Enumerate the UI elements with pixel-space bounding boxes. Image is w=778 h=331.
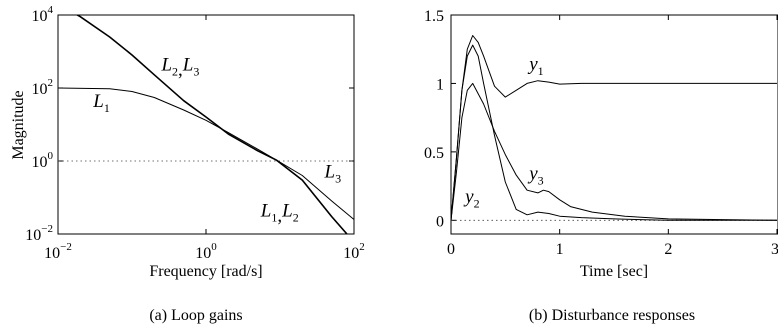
panel-b-series-y3 <box>451 82 778 221</box>
panel-a-caption: (a) Loop gains <box>149 307 242 324</box>
panel-b: 0 1 2 3 0 0.5 1 1.5 y1 y3 y2 Time [sec] (b) Distu… <box>424 8 778 324</box>
panel-a-ytick-label: 100 <box>32 150 54 171</box>
panel-b-xtick-label: 3 <box>771 241 778 258</box>
panel-a-ylabel: Magnitude <box>10 90 27 159</box>
panel-b-curve-label: y3 <box>527 163 543 187</box>
panel-a-curve-label: L1 <box>92 91 110 115</box>
panel-a-curve-label: L2,L3 <box>160 55 199 81</box>
panel-b-curve-label: y2 <box>463 187 479 211</box>
panel-a-series-L3 <box>276 159 354 220</box>
panel-a-ticks <box>57 14 355 235</box>
panel-b-caption: (b) Disturbance responses <box>529 307 695 324</box>
panel-a-tick-labels: 10−2 100 102 10−2 100 102 104 <box>25 4 364 262</box>
panel-a-ytick-label: 10−2 <box>25 223 53 244</box>
panel-b-ytick-label: 0 <box>436 213 444 230</box>
panel-a-curve-label: L3 <box>324 162 342 186</box>
panel-b-xtick-label: 1 <box>556 241 564 258</box>
panel-a-xlabel: Frequency [rad/s] <box>149 263 262 280</box>
panel-a-xtick-label: 102 <box>343 241 365 262</box>
panel-b-ytick-label: 0.5 <box>424 145 444 162</box>
panel-b-curve-label: y1 <box>527 54 543 78</box>
panel-b-ytick-label: 1 <box>436 76 444 93</box>
panel-b-tick-labels: 0 1 2 3 0 0.5 1 1.5 <box>424 8 778 258</box>
panel-b-ticks <box>450 14 778 234</box>
panel-b-series-y1 <box>451 35 777 221</box>
panel-a-series-L2-L3 <box>75 15 348 234</box>
panel-a-xtick-label: 100 <box>195 241 217 262</box>
panel-a-xtick-label: 10−2 <box>44 241 72 262</box>
panel-a: 10−2 100 102 10−2 100 102 104 L2,L3 L1 L3 L1,L2 F… <box>10 4 365 324</box>
panel-a-ytick-label: 102 <box>32 77 54 98</box>
panel-b-ytick-label: 1.5 <box>424 8 444 25</box>
panel-a-curve-labels: L2,L3 L1 L3 L1,L2 <box>92 55 341 227</box>
panel-b-curve-labels: y1 y3 y2 <box>463 54 544 211</box>
panel-b-frame <box>450 14 778 235</box>
panel-a-frame <box>57 14 355 235</box>
panel-b-series-y2 <box>451 44 777 221</box>
panel-b-xtick-label: 0 <box>447 241 455 258</box>
panel-b-xlabel: Time [sec] <box>580 263 648 280</box>
panel-a-ytick-label: 104 <box>32 4 54 25</box>
panel-a-curve-label: L1,L2 <box>260 201 299 227</box>
panel-b-xtick-label: 2 <box>664 241 672 258</box>
panel-b-marks <box>451 35 778 221</box>
panel-a-marks <box>58 15 354 234</box>
